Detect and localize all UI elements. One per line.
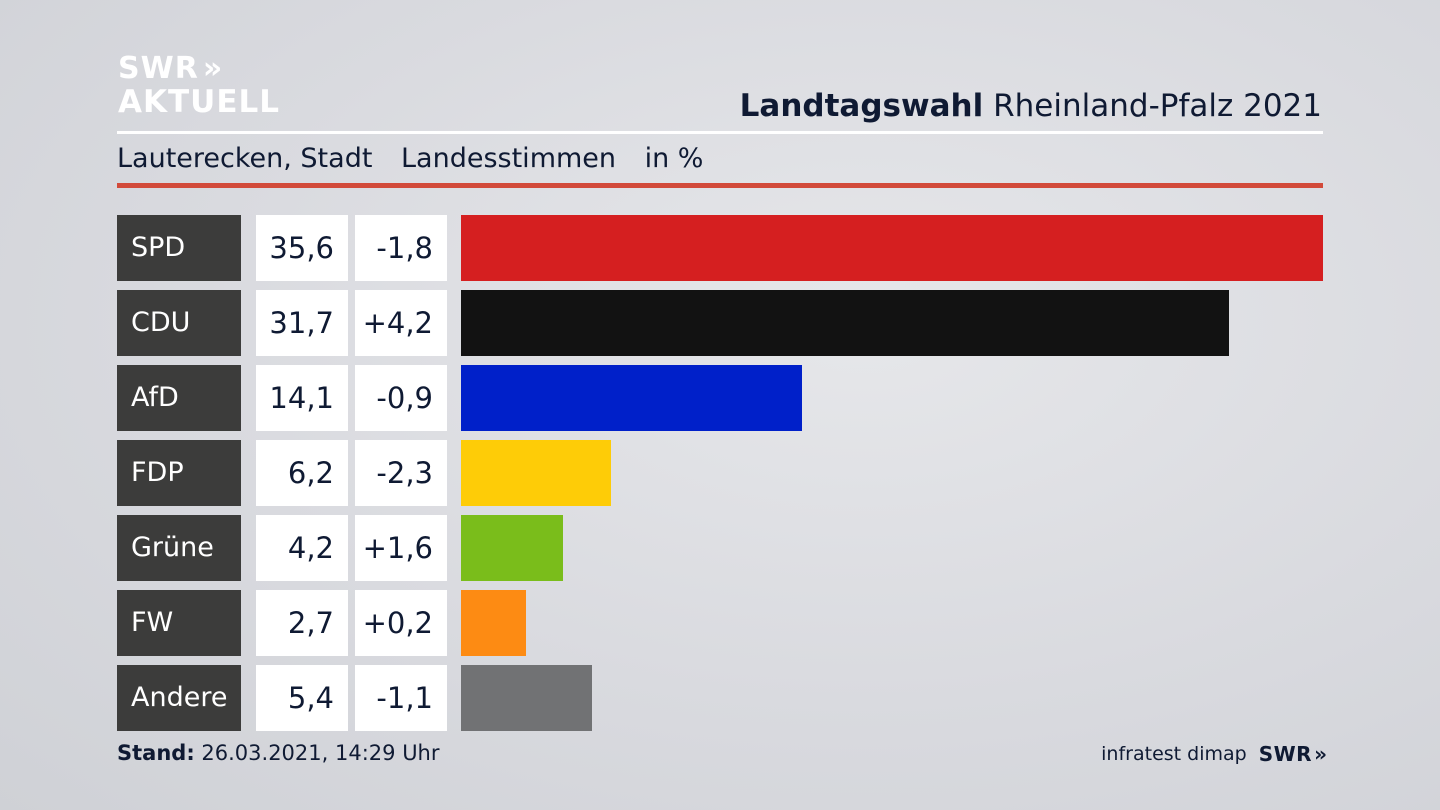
party-label: SPD	[117, 215, 241, 281]
chart-row: Grüne 4,2 +1,6	[117, 515, 1323, 581]
unit-label: in %	[644, 143, 704, 174]
vote-share-bar	[461, 515, 563, 581]
vote-share-bar	[461, 215, 1323, 281]
party-label: FW	[117, 590, 241, 656]
chart-row: CDU 31,7 +4,2	[117, 290, 1323, 356]
vote-share-label: 35,6	[256, 215, 348, 281]
vote-share-bar	[461, 590, 526, 656]
party-label: CDU	[117, 290, 241, 356]
vote-share-bar	[461, 365, 802, 431]
chart-row: AfD 14,1 -0,9	[117, 365, 1323, 431]
title-divider	[117, 131, 1323, 134]
change-label: -0,9	[355, 365, 447, 431]
chart-row: Andere 5,4 -1,1	[117, 665, 1323, 731]
page-title: Landtagswahl Rheinland-Pfalz 2021	[740, 88, 1322, 124]
title-rest: Rheinland-Pfalz 2021	[993, 88, 1322, 124]
party-label: Andere	[117, 665, 241, 731]
subtitle: Lauterecken, Stadt Landesstimmen in %	[117, 143, 723, 174]
logo-chevron-icon: »	[202, 51, 223, 86]
logo-aktuell-text: AKTUELL	[118, 84, 281, 120]
vote-share-label: 5,4	[256, 665, 348, 731]
party-label: FDP	[117, 440, 241, 506]
location-label: Lauterecken, Stadt	[117, 143, 373, 174]
vote-share-label: 6,2	[256, 440, 348, 506]
vote-share-label: 4,2	[256, 515, 348, 581]
source-label: infratest dimap	[1101, 743, 1247, 765]
chart-row: FW 2,7 +0,2	[117, 590, 1323, 656]
vote-type-label: Landesstimmen	[401, 143, 617, 174]
stand-value: 26.03.2021, 14:29 Uhr	[201, 741, 440, 765]
vote-share-label: 2,7	[256, 590, 348, 656]
swr-aktuell-logo: SWR» AKTUELL	[118, 54, 280, 118]
swr-chevron-icon: »	[1314, 742, 1327, 766]
party-label: AfD	[117, 365, 241, 431]
change-label: -2,3	[355, 440, 447, 506]
timestamp: Stand: 26.03.2021, 14:29 Uhr	[117, 741, 440, 765]
stand-label: Stand:	[117, 741, 195, 765]
swr-brand-text: SWR	[1258, 742, 1313, 766]
change-label: +0,2	[355, 590, 447, 656]
party-label: Grüne	[117, 515, 241, 581]
swr-brand-logo: SWR»	[1258, 742, 1327, 766]
vote-share-label: 31,7	[256, 290, 348, 356]
title-bold: Landtagswahl	[739, 88, 984, 124]
change-label: +1,6	[355, 515, 447, 581]
vote-share-bar	[461, 290, 1229, 356]
change-label: -1,1	[355, 665, 447, 731]
vote-share-bar	[461, 665, 592, 731]
logo-swr-text: SWR	[118, 51, 199, 86]
change-label: +4,2	[355, 290, 447, 356]
chart-row: FDP 6,2 -2,3	[117, 440, 1323, 506]
change-label: -1,8	[355, 215, 447, 281]
footer-credits: infratest dimap SWR»	[1101, 742, 1327, 766]
vote-share-bar	[461, 440, 611, 506]
chart-row: SPD 35,6 -1,8	[117, 215, 1323, 281]
subtitle-divider	[117, 183, 1323, 188]
vote-share-label: 14,1	[256, 365, 348, 431]
